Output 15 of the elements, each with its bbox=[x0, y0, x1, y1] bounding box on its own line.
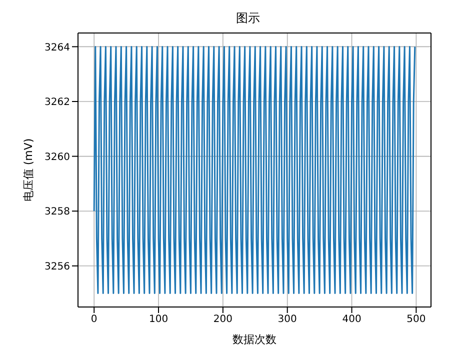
line-series bbox=[93, 46, 416, 294]
y-tick-label: 3256 bbox=[44, 261, 70, 272]
y-axis-title: 电压值 (mV) bbox=[22, 138, 35, 202]
x-tick-label: 100 bbox=[148, 314, 168, 326]
x-tick-label: 400 bbox=[342, 314, 362, 326]
x-tick-label: 0 bbox=[90, 314, 98, 326]
y-tick-label: 3260 bbox=[44, 152, 70, 163]
y-tick-label: 3258 bbox=[44, 206, 70, 218]
x-tick-label: 200 bbox=[213, 314, 232, 326]
x-axis-title: 数据次数 bbox=[232, 333, 276, 346]
x-tick-label: 500 bbox=[406, 314, 426, 326]
chart-title: 图示 bbox=[235, 10, 261, 27]
y-tick-label: 3262 bbox=[44, 97, 70, 108]
y-tick-label: 3264 bbox=[44, 42, 70, 54]
x-tick-label: 300 bbox=[278, 314, 297, 326]
